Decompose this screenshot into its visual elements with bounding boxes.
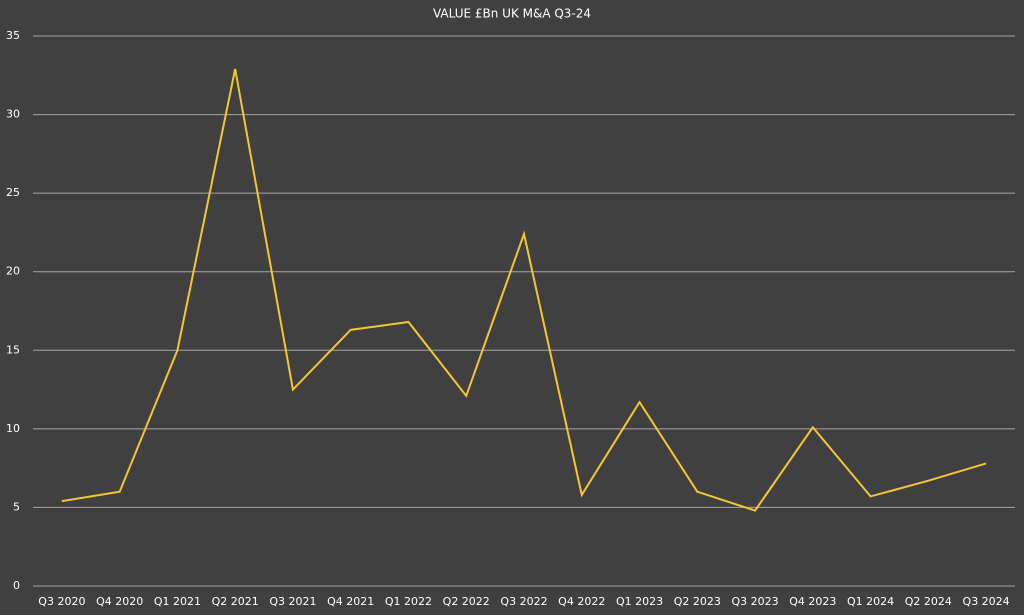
x-tick-label: Q4 2023	[789, 595, 836, 608]
x-tick-label: Q4 2020	[96, 595, 143, 608]
x-tick-label: Q3 2024	[963, 595, 1010, 608]
y-tick-label: 30	[6, 108, 20, 121]
x-tick-label: Q3 2020	[38, 595, 85, 608]
x-tick-label: Q3 2023	[731, 595, 778, 608]
y-tick-label: 35	[6, 29, 20, 42]
y-tick-label: 15	[6, 343, 20, 356]
x-tick-label: Q4 2021	[327, 595, 374, 608]
y-tick-label: 25	[6, 186, 20, 199]
x-tick-label: Q1 2024	[847, 595, 894, 608]
y-tick-label: 5	[13, 500, 20, 513]
x-tick-label: Q1 2023	[616, 595, 663, 608]
x-tick-label: Q2 2023	[674, 595, 721, 608]
x-tick-label: Q2 2022	[443, 595, 490, 608]
y-tick-label: 10	[6, 422, 20, 435]
x-tick-label: Q3 2021	[269, 595, 316, 608]
data-line	[61, 68, 987, 512]
x-tick-label: Q4 2022	[558, 595, 605, 608]
y-tick-label: 0	[13, 579, 20, 592]
x-tick-label: Q3 2022	[500, 595, 547, 608]
x-tick-label: Q1 2021	[154, 595, 201, 608]
chart-title: VALUE £Bn UK M&A Q3-24	[433, 7, 591, 21]
x-tick-label: Q2 2021	[212, 595, 259, 608]
y-tick-label: 20	[6, 265, 20, 278]
x-tick-label: Q2 2024	[905, 595, 952, 608]
x-tick-label: Q1 2022	[385, 595, 432, 608]
